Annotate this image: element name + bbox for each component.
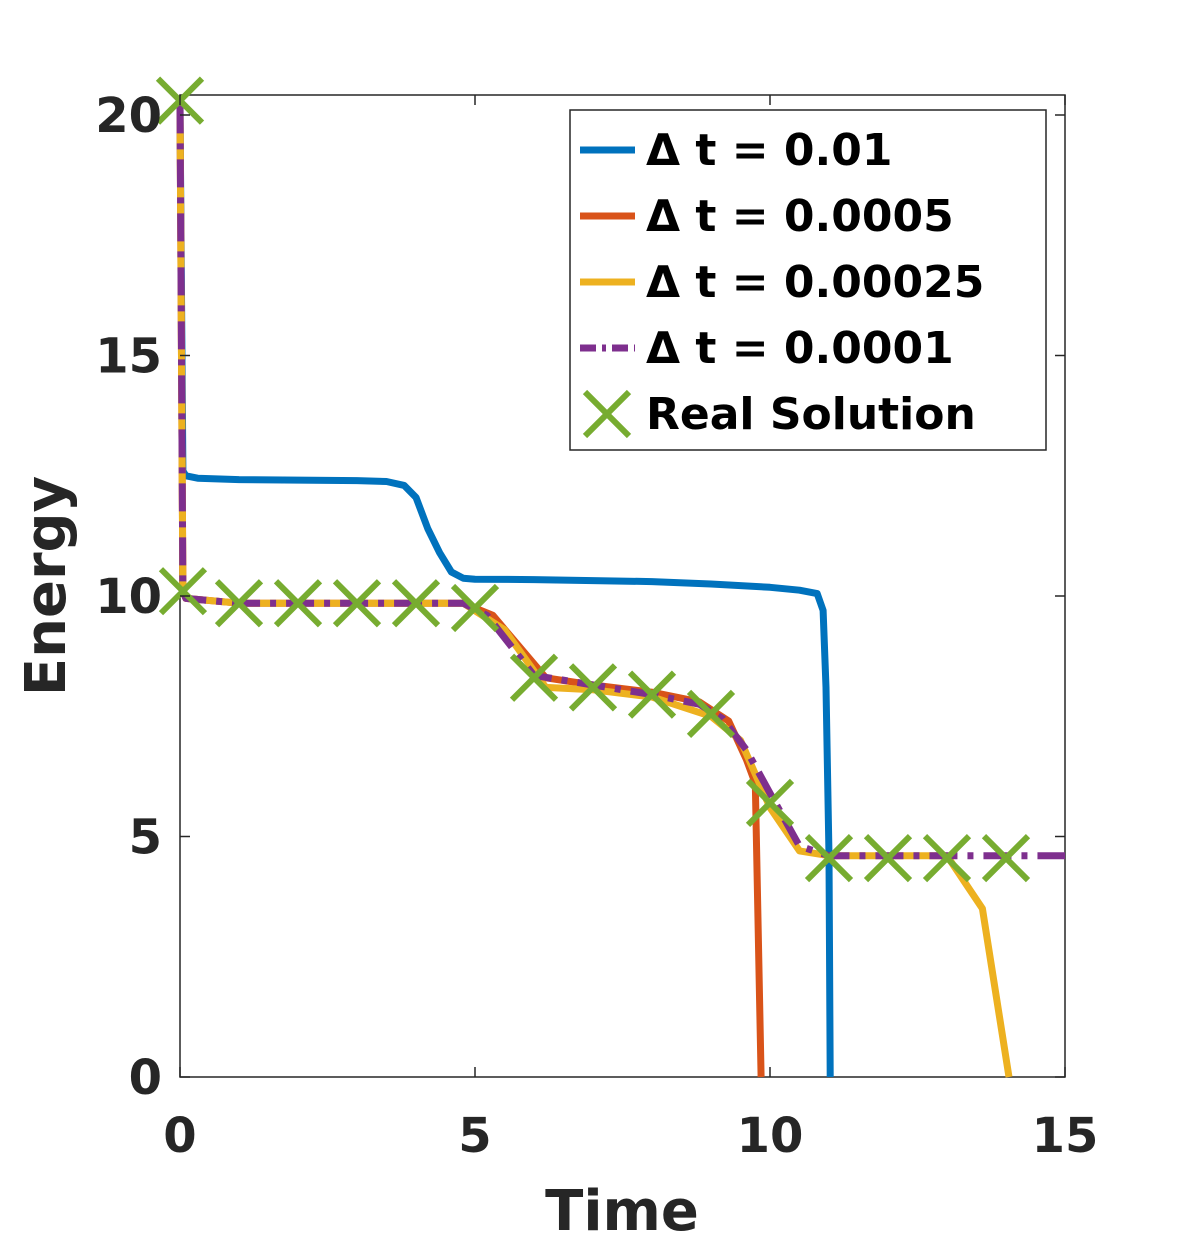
x-tick-label-5: 5 [458,1108,491,1164]
marker-stroke-b [509,653,559,702]
marker-x-4-9 [627,670,677,719]
marker-x-4-7 [509,653,559,702]
x-axis-label: Time [545,1179,699,1244]
marker-stroke-b [686,689,736,738]
marker-x-4-4 [332,579,382,628]
y-tick-label-0: 0 [129,1050,162,1106]
marker-x-4-6 [450,583,500,633]
x-tick-label-10: 10 [737,1108,804,1164]
series-layer [155,76,1065,1078]
marker-stroke-b [745,778,795,827]
legend: Δ t = 0.01 Δ t = 0.0005 Δ t = 0.00025 Δ t =… [569,109,1047,451]
series-line-0 [176,105,834,1078]
legend-label-4: Real Solution [646,389,976,440]
marker-stroke-b [391,579,441,628]
marker-stroke-b [804,834,854,883]
marker-x-4-11 [745,778,795,827]
marker-stroke-b [981,834,1031,883]
legend-box [569,109,1047,451]
tick-layer: 0 5 10 15 0 5 10 15 20 [95,88,1098,1164]
y-tick-label-20: 20 [95,88,162,144]
marker-x-4-8 [568,663,618,712]
legend-label-1: Δ t = 0.0005 [646,191,954,242]
marker-x-4-2 [214,579,264,628]
marker-stroke-b [273,579,323,628]
marker-stroke-b [922,834,972,883]
marker-x-4-15 [981,834,1031,883]
x-tick-label-0: 0 [163,1108,196,1164]
y-tick-label-5: 5 [129,810,162,866]
marker-stroke-b [450,583,500,633]
legend-label-3: Δ t = 0.0001 [646,323,954,374]
marker-x-4-13 [863,834,913,883]
marker-x-4-3 [273,579,323,628]
legend-label-0: Δ t = 0.01 [646,125,892,176]
marker-stroke-b [214,579,264,628]
marker-stroke-b [332,579,382,628]
y-axis-label: Energy [14,476,79,696]
legend-label-2: Δ t = 0.00025 [646,257,984,308]
marker-x-4-1 [158,567,208,616]
marker-x-4-12 [804,834,854,883]
y-tick-label-15: 15 [95,329,162,385]
marker-stroke-b [627,670,677,719]
marker-stroke-b [863,834,913,883]
marker-x-4-5 [391,579,441,628]
legend-marker-b-4 [582,389,632,439]
marker-stroke-b [158,567,208,616]
marker-x-4-14 [922,834,972,883]
marker-stroke-b [568,663,618,712]
marker-x-4-10 [686,689,736,738]
y-tick-label-10: 10 [95,569,162,625]
x-tick-label-15: 15 [1032,1108,1099,1164]
